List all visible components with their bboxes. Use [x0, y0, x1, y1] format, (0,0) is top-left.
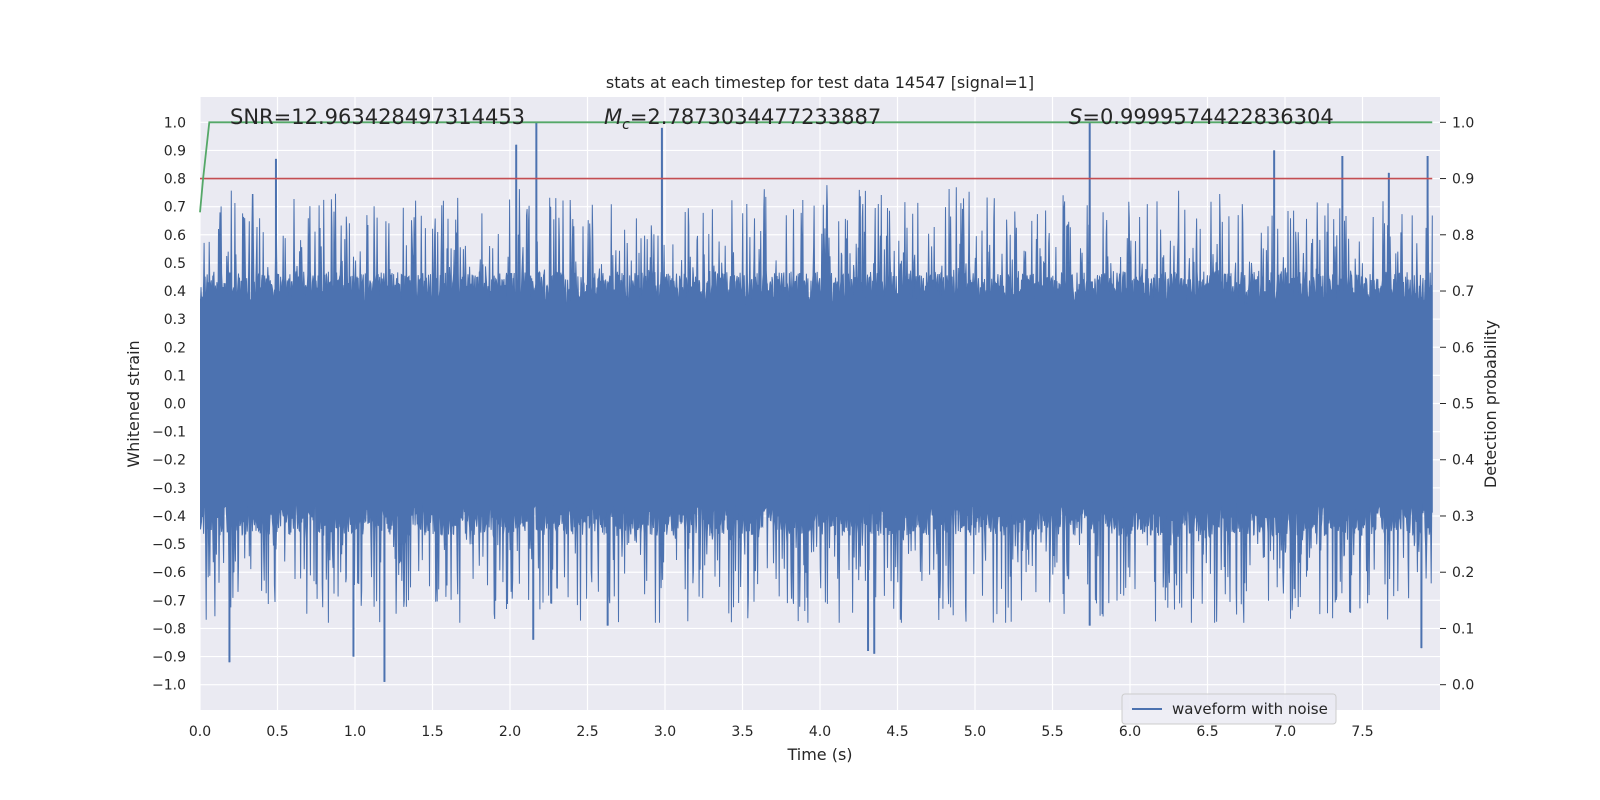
y-tick-label: 0.4 — [164, 284, 186, 300]
x-tick-label: 2.5 — [576, 724, 598, 740]
y-tick-label: 0.9 — [164, 143, 186, 159]
y-tick-label: −0.6 — [152, 565, 186, 581]
y-tick-label: −0.9 — [152, 650, 186, 666]
x-tick-label: 4.0 — [809, 724, 831, 740]
legend-box — [1121, 693, 1337, 725]
y2-tick-label: 0.7 — [1452, 284, 1474, 300]
line-series — [199, 121, 1433, 213]
x-tick-label: 0.5 — [266, 724, 288, 740]
x-tick-label: 0.0 — [189, 724, 211, 740]
y-tick-label: 0.6 — [164, 228, 186, 244]
x-tick-label: 2.0 — [499, 724, 521, 740]
y-tick-label: −0.7 — [152, 593, 186, 609]
x-tick-label: 5.5 — [1041, 724, 1063, 740]
x-tick-label: 3.5 — [731, 724, 753, 740]
y-tick-label: 0.7 — [164, 200, 186, 216]
x-tick-label: 7.0 — [1274, 724, 1296, 740]
waveform-area — [200, 122, 1433, 682]
y-tick-label: 0.2 — [164, 340, 186, 356]
y2-tick-label: 0.0 — [1452, 678, 1474, 694]
score-value: =0.9999574422836304 — [1082, 105, 1333, 129]
y-tick-label: −0.4 — [152, 509, 186, 525]
chirp-mass-value: =2.7873034477233887 — [630, 105, 881, 129]
score-annotation: S=0.9999574422836304 — [1069, 105, 1334, 129]
waveform-series — [200, 122, 1433, 682]
y2-tick-label: 0.5 — [1452, 397, 1474, 413]
snr-annotation: SNR=12.963428497314453 — [230, 105, 525, 129]
y-tick-label: 0.5 — [164, 256, 186, 272]
y2-tick-label: 0.6 — [1452, 340, 1474, 356]
x-tick-label: 1.0 — [344, 724, 366, 740]
x-axis-title: Time (s) — [786, 745, 852, 764]
x-tick-label: 7.5 — [1351, 724, 1373, 740]
x-tick-label: 4.5 — [886, 724, 908, 740]
y-tick-label: 0.3 — [164, 312, 186, 328]
y-axis-title: Whitened strain — [124, 340, 143, 467]
y-tick-label: 0.8 — [164, 172, 186, 188]
y2-tick-labels: 1.0 0.9 0.8 0.7 0.6 0.5 0.4 0.3 0.2 0.1 0.0 — [1440, 115, 1474, 694]
legend-label-waveform: waveform with noise — [1172, 700, 1328, 718]
y2-axis-title: Detection probability — [1481, 320, 1500, 488]
y-tick-label: 1.0 — [164, 115, 186, 131]
chirp-mass-symbol: M — [604, 105, 622, 129]
score-symbol: S — [1069, 105, 1082, 129]
y-tick-labels: 1.0 0.9 0.8 0.7 0.6 0.5 0.4 0.3 0.2 0.1 0.0 −0.1 −0.… — [152, 115, 186, 693]
chirp-mass-annotation: Mc=2.7873034477233887 — [604, 105, 881, 133]
legend: waveform with noise — [1121, 693, 1337, 725]
y2-tick-label: 1.0 — [1452, 115, 1474, 131]
x-tick-label: 5.0 — [964, 724, 986, 740]
y2-tick-label: 0.4 — [1452, 453, 1474, 469]
y2-tick-label: 0.8 — [1452, 228, 1474, 244]
y2-tick-label: 0.2 — [1452, 565, 1474, 581]
detection-probability-line — [199, 121, 1433, 213]
x-tick-label: 1.5 — [421, 724, 443, 740]
y-tick-label: −0.3 — [152, 481, 186, 497]
y-tick-label: −0.1 — [152, 425, 186, 441]
y2-tick-label: 0.9 — [1452, 172, 1474, 188]
chirp-mass-subscript: c — [622, 117, 630, 133]
y-tick-label: 0.0 — [164, 397, 186, 413]
y-tick-label: −0.5 — [152, 537, 186, 553]
x-tick-labels: 0.0 0.5 1.0 1.5 2.0 2.5 3.0 3.5 4.0 4.5 5.0 5.5 6.0 6… — [189, 724, 1374, 740]
y2-tick-label: 0.1 — [1452, 621, 1474, 637]
y-tick-label: 0.1 — [164, 368, 186, 384]
y-tick-label: −1.0 — [152, 678, 186, 694]
chart-title: stats at each timestep for test data 145… — [606, 73, 1034, 92]
y2-tick-label: 0.3 — [1452, 509, 1474, 525]
x-tick-label: 6.0 — [1119, 724, 1141, 740]
y-tick-label: −0.8 — [152, 621, 186, 637]
x-tick-label: 6.5 — [1196, 724, 1218, 740]
y-tick-label: −0.2 — [152, 453, 186, 469]
x-tick-label: 3.0 — [654, 724, 676, 740]
